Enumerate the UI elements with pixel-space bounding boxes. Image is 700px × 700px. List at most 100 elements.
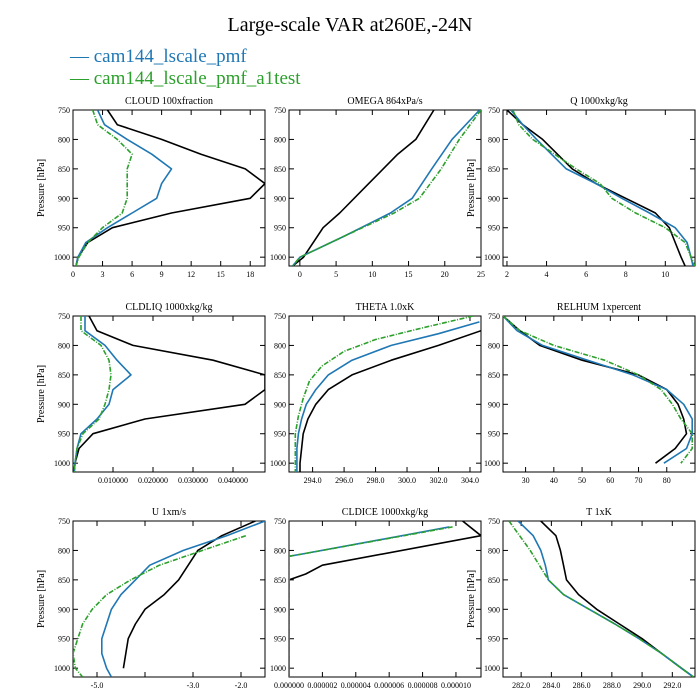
panel-9-ytick-label: 950: [488, 635, 500, 644]
panel-5-ytick-label: 1000: [270, 459, 286, 468]
panel-2-frame: [288, 109, 482, 267]
legend-marker-1: —: [70, 46, 89, 67]
panel-7-ytick-label: 950: [58, 635, 70, 644]
panel-5-xtick-label: 302.0: [430, 476, 448, 485]
panel-2-title: OMEGA 864xPa/s: [347, 96, 422, 107]
panel-4-ytick-label: 850: [58, 371, 70, 380]
panel-7-ylabel: Pressure [hPa]: [36, 570, 47, 628]
panel-7-frame: [72, 520, 266, 678]
panel-6-series-2-line: [503, 316, 693, 464]
panel-8-title: CLDICE 1000xkg/kg: [342, 507, 428, 518]
panel-8-ytick-label: 1000: [270, 664, 286, 673]
panel-3-series-3-line: [512, 110, 695, 266]
panel-1-xtick-label: 18: [246, 270, 254, 279]
panel-5-ytick-label: 750: [274, 312, 286, 321]
panel-9-series-1-line: [540, 521, 694, 677]
panel-7-xtick-label: -2.0: [235, 681, 248, 690]
panel-3-xtick-label: 10: [661, 270, 669, 279]
panel-3-xtick-label: 2: [505, 270, 509, 279]
panel-1-series-3-line: [75, 110, 133, 266]
legend-entry-2: — cam144_lscale_pmf_a1test: [70, 68, 301, 90]
panel-2-series-2-line: [291, 110, 481, 266]
panel-2-series-3-line: [291, 110, 481, 266]
panel-8-xtick-label: 0.000000: [274, 681, 304, 690]
panel-6-xtick-label: 50: [578, 476, 586, 485]
panel-4-series-2-line: [73, 316, 132, 472]
panel-7-ytick-label: 800: [58, 546, 70, 555]
panel-2-ytick-label: 750: [274, 106, 286, 115]
panel-3-series-1-line: [506, 110, 686, 266]
panel-3-series-2-line: [510, 110, 694, 266]
panel-4-frame: [72, 315, 266, 473]
panel-6-series-3-line: [503, 316, 693, 464]
panel-9-xtick-label: 292.0: [663, 681, 681, 690]
panel-2-ytick-label: 800: [274, 135, 286, 144]
panel-4-xtick-label: 0.030000: [178, 476, 208, 485]
panel-4-ytick-label: 800: [58, 341, 70, 350]
panel-2-ytick-label: 900: [274, 194, 286, 203]
panel-6-xtick-label: 60: [606, 476, 614, 485]
panel-4-series-3-line: [73, 316, 112, 472]
panel-8-ytick-label: 950: [274, 635, 286, 644]
panel-1-ytick-label: 850: [58, 165, 70, 174]
panel-5-ytick-label: 950: [274, 430, 286, 439]
panel-9-ylabel: Pressure [hPa]: [466, 570, 477, 628]
panel-6-xtick-label: 70: [635, 476, 643, 485]
panel-9-xtick-label: 284.0: [542, 681, 560, 690]
panel-5-ytick-label: 800: [274, 341, 286, 350]
panel-9-series-3-line: [508, 521, 694, 677]
panel-1-xtick-label: 0: [71, 270, 75, 279]
panel-7-ytick-label: 850: [58, 576, 70, 585]
panel-3-xtick-label: 4: [545, 270, 549, 279]
panel-6-xtick-label: 40: [550, 476, 558, 485]
panel-1-series-2-line: [75, 110, 173, 266]
panel-9-xtick-label: 288.0: [603, 681, 621, 690]
panel-8-xtick-label: 0.000002: [307, 681, 337, 690]
panel-3-ytick-label: 750: [488, 106, 500, 115]
panel-4-ytick-label: 1000: [54, 459, 70, 468]
panel-9-ytick-label: 1000: [484, 664, 500, 673]
panel-5-ytick-label: 850: [274, 371, 286, 380]
legend-marker-2: —: [70, 68, 89, 89]
panel-1-xtick-label: 3: [101, 270, 105, 279]
panel-3-ylabel: Pressure [hPa]: [466, 159, 477, 217]
panel-2-xtick-label: 25: [477, 270, 485, 279]
panel-1-xtick-label: 6: [130, 270, 134, 279]
panel-9-frame: [502, 520, 696, 678]
panel-6-ytick-label: 850: [488, 371, 500, 380]
panel-5-ytick-label: 900: [274, 400, 286, 409]
panel-9-xtick-label: 282.0: [512, 681, 530, 690]
legend-label-2: cam144_lscale_pmf_a1test: [93, 68, 301, 89]
panel-9-ytick-label: 750: [488, 517, 500, 526]
panel-8-ytick-label: 900: [274, 605, 286, 614]
panel-7-title: U 1xm/s: [152, 507, 186, 518]
panel-1-ytick-label: 900: [58, 194, 70, 203]
panel-4-title: CLDLIQ 1000xkg/kg: [126, 302, 213, 313]
panel-4-xtick-label: 0.020000: [138, 476, 168, 485]
panel-6-xtick-label: 30: [522, 476, 530, 485]
panel-4-xtick-label: 0.040000: [218, 476, 248, 485]
panel-3-xtick-label: 6: [584, 270, 588, 279]
panel-3-title: Q 1000xkg/kg: [570, 96, 628, 107]
panel-1-xtick-label: 12: [187, 270, 195, 279]
panel-8-xtick-label: 0.000004: [341, 681, 371, 690]
panel-1-frame: [72, 109, 266, 267]
panel-7-series-1-line: [122, 521, 256, 669]
panel-5-series-2-line: [296, 321, 480, 472]
panel-7-ytick-label: 1000: [54, 664, 70, 673]
panel-3-xtick-label: 8: [624, 270, 628, 279]
panel-1-series-1-line: [75, 110, 265, 266]
panel-8-series-3-line: [289, 526, 453, 677]
panel-8-ytick-label: 800: [274, 546, 286, 555]
panel-4-ylabel: Pressure [hPa]: [36, 365, 47, 423]
panel-7-ytick-label: 900: [58, 605, 70, 614]
panel-5-series-3-line: [294, 316, 474, 472]
panel-6-ytick-label: 1000: [484, 459, 500, 468]
panel-7-xtick-label: -5.0: [91, 681, 104, 690]
panel-2-xtick-label: 10: [368, 270, 376, 279]
panel-9-xtick-label: 290.0: [633, 681, 651, 690]
panel-5-xtick-label: 304.0: [461, 476, 479, 485]
panel-8-xtick-label: 0.000008: [408, 681, 438, 690]
legend-label-1: cam144_lscale_pmf: [93, 46, 247, 67]
